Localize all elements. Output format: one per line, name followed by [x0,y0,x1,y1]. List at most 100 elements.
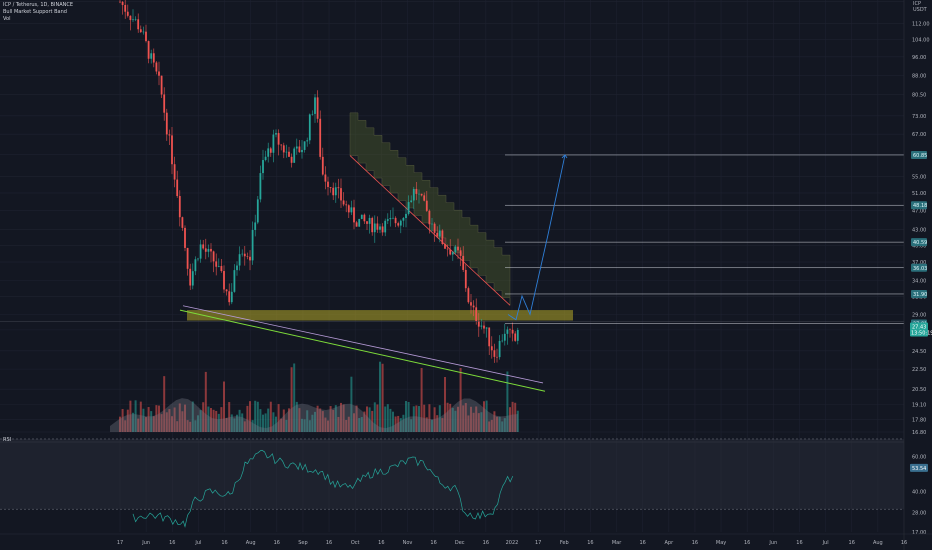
candle-body [238,254,241,266]
volume-bar [165,412,168,432]
volume-bar [470,406,472,432]
candle-body [373,223,376,233]
price-axis-symbol: ICP [913,1,921,7]
price-tick-label: 22.50 [912,367,926,373]
candle-body [306,140,309,142]
rsi-line [132,449,514,528]
candle-body [290,156,293,163]
support-zone [187,310,573,321]
volume-bar [493,411,496,432]
volume-bar [454,410,457,432]
time-tick-label: Jul [194,540,201,546]
volume-bar [129,400,132,432]
price-axis-symbol: USDT [913,7,928,13]
legend-symbol[interactable]: ICP / Tetherus, 1D, BINANCE [3,2,74,8]
volume-bar [233,418,236,432]
candle-body [168,134,171,136]
time-tick-label: 16 [796,540,802,546]
volume-bar [410,419,413,432]
candle-body [319,118,322,157]
volume-bar [319,408,322,432]
candle-body [189,268,192,286]
volume-bar [184,404,186,432]
volume-bar [501,421,504,432]
volume-bar [358,417,361,432]
candle-body [449,249,452,255]
volume-bar [438,405,441,432]
price-tick-label: 51.00 [912,191,926,197]
time-axis[interactable]: 17 Jun 16 Jul 16 Aug 16 Sep 16 Oct 16 Nov 16 Dec 16 202… [0,533,932,546]
volume-bar [467,415,470,432]
candle-body [501,340,504,342]
rsi-label[interactable]: RSI [3,437,12,443]
candle-body [509,329,511,331]
candle-body [134,19,137,20]
candle-body [194,259,197,272]
volume-bar [345,419,348,432]
time-tick-label: 16 [587,540,593,546]
price-tick-label: 43.00 [912,228,926,234]
time-tick-label: 17 [535,540,541,546]
volume-bar [212,409,215,432]
time-tick-label: 16 [430,540,436,546]
volume-bar [490,419,493,432]
legend-indicator[interactable]: Bull Market Support Band [3,9,67,15]
volume-bar [207,406,210,432]
candle-body [158,71,160,76]
volume-bar [280,418,283,432]
volume-bar [191,401,194,432]
volume-bar [384,406,387,432]
volume-bar [306,410,309,432]
volume-bar [275,416,277,432]
volume-bar [457,406,459,432]
volume-bar [363,411,366,432]
time-tick-label: Apr [664,540,674,546]
candle-body [366,221,368,224]
candle-body [295,146,298,149]
legend-volume[interactable]: Vol [3,16,11,22]
projection-arrowhead [561,154,568,159]
time-tick-label: Feb [560,540,569,546]
volume-bar [121,409,124,432]
volume-bar [477,413,480,432]
volume-bar [386,404,389,432]
volume-bar [334,405,337,432]
price-tick-label: 19.10 [912,402,926,408]
rsi-pane [0,438,904,528]
volume-bar [142,408,145,432]
candle-body [332,187,335,196]
candle-body [376,223,379,230]
price-tick-label: 17.80 [912,418,926,424]
candle-body [340,188,342,201]
volume-bar [168,409,171,432]
volume-bar [171,416,173,432]
volume-bar [277,404,280,432]
volume-bar [485,400,488,432]
volume-average [110,398,518,432]
volume-bar [194,420,197,432]
candle-body [394,217,397,224]
candle-body [191,271,194,286]
candle-body [321,156,324,175]
volume-bar [155,405,158,432]
volume-bar [324,417,327,432]
volume-bar [496,416,498,432]
candle-body [181,217,184,228]
candle-body [436,232,439,237]
volume-bar [475,406,478,432]
candle-body [503,333,506,341]
candle-body [145,31,147,42]
time-tick-label: 16 [692,540,698,546]
volume-bar [464,403,467,432]
volume-bar [428,404,431,432]
candle-body [282,145,285,153]
price-tick-label: 40.00 [912,243,926,249]
candle-body [210,248,212,252]
volume-bar [236,414,238,432]
candle-body [139,29,142,33]
candle-body [142,31,145,33]
candle-body [477,321,480,327]
candle-body [464,269,467,289]
